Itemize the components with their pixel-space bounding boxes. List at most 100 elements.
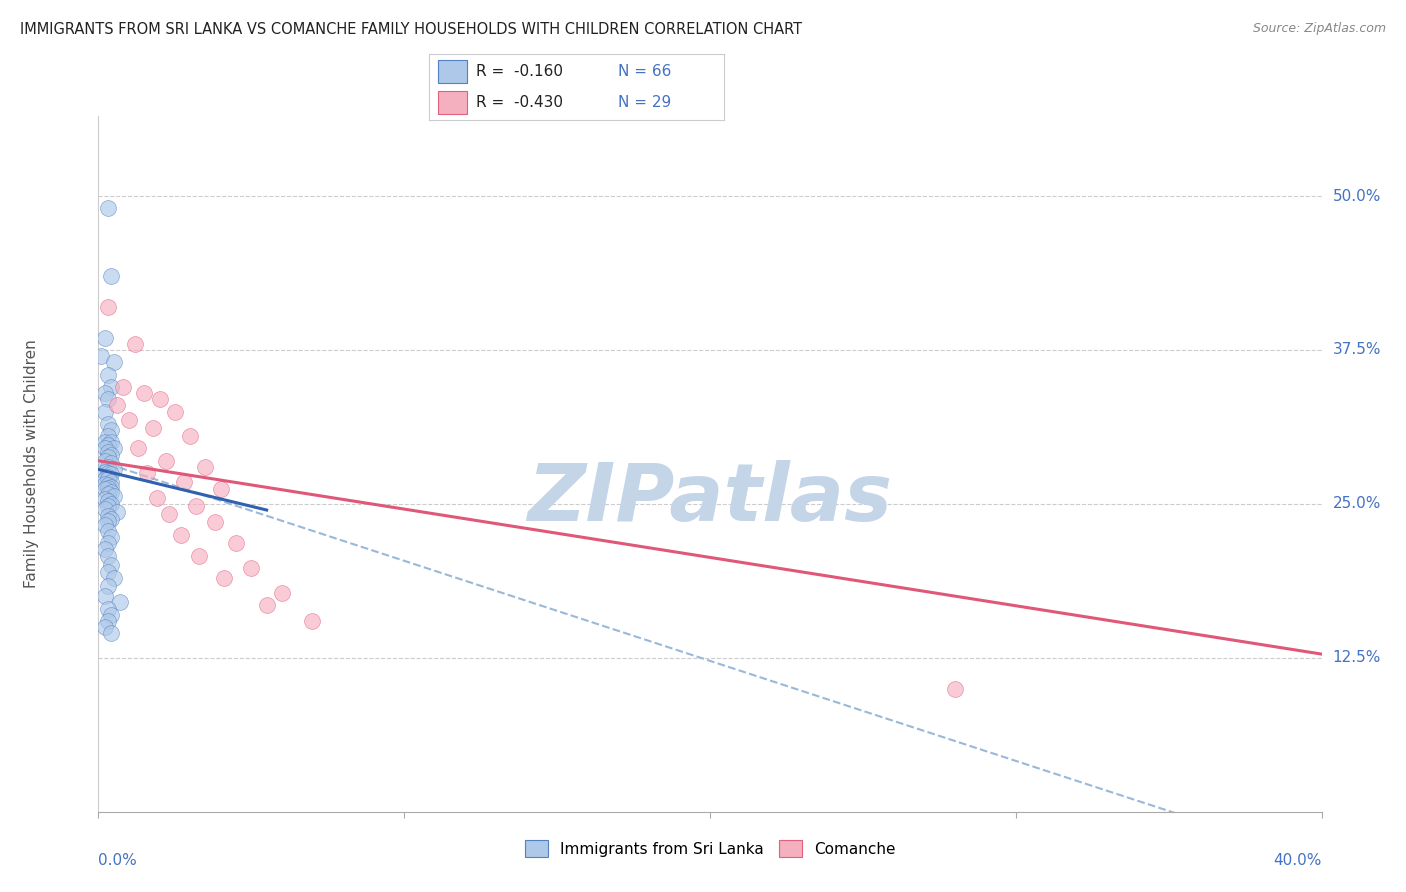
Point [100, 423, 122, 437]
Point [142, 420, 165, 434]
Text: Family Households with Children: Family Households with Children [24, 340, 38, 588]
Text: 12.5%: 12.5% [1333, 650, 1381, 665]
Point [97, 579, 120, 593]
Point [93, 482, 115, 496]
Point [103, 490, 125, 504]
Point [97, 300, 120, 314]
Point [194, 459, 217, 474]
Point [97, 536, 120, 550]
Point [100, 380, 122, 394]
Point [136, 466, 159, 480]
Point [100, 530, 122, 544]
Point [97, 417, 120, 431]
Point [97, 466, 120, 480]
Point [100, 497, 122, 511]
Point [170, 527, 193, 541]
Point [93, 501, 115, 516]
Point [111, 380, 134, 394]
Point [93, 404, 115, 418]
Point [93, 454, 115, 468]
Text: R =  -0.160: R = -0.160 [477, 64, 562, 79]
Point [173, 475, 195, 489]
Point [97, 202, 120, 216]
Point [301, 614, 323, 628]
Point [204, 516, 226, 530]
Point [103, 355, 125, 369]
Point [93, 477, 115, 491]
Point [97, 601, 120, 615]
Point [103, 462, 125, 476]
Text: R =  -0.430: R = -0.430 [477, 95, 562, 110]
Point [256, 598, 278, 612]
Point [97, 614, 120, 628]
Point [97, 487, 120, 501]
Point [124, 336, 146, 351]
Point [145, 491, 167, 505]
Point [97, 438, 120, 452]
Point [100, 475, 122, 489]
Point [179, 429, 201, 443]
Point [100, 268, 122, 283]
Point [97, 429, 120, 443]
Point [188, 549, 211, 563]
Point [186, 500, 208, 514]
Text: 0.0%: 0.0% [98, 854, 138, 869]
Point [127, 442, 149, 456]
Point [97, 500, 120, 514]
Point [97, 459, 120, 474]
Point [97, 509, 120, 524]
Point [100, 626, 122, 640]
Point [209, 482, 232, 496]
Text: 40.0%: 40.0% [1274, 854, 1322, 869]
Point [100, 448, 122, 462]
Point [97, 392, 120, 407]
Point [100, 484, 122, 499]
Text: 25.0%: 25.0% [1333, 496, 1381, 511]
Point [93, 620, 115, 634]
Point [97, 494, 120, 508]
Point [100, 558, 122, 573]
Point [103, 442, 125, 456]
Text: N = 66: N = 66 [617, 64, 671, 79]
Text: N = 29: N = 29 [617, 95, 671, 110]
Point [100, 607, 122, 622]
Point [157, 507, 180, 521]
Point [108, 595, 131, 609]
Point [97, 445, 120, 459]
Point [134, 386, 156, 401]
Point [100, 511, 122, 525]
Point [93, 472, 115, 486]
Point [270, 585, 292, 599]
Point [100, 456, 122, 470]
Point [225, 536, 247, 550]
Point [93, 542, 115, 557]
Point [943, 681, 966, 696]
Point [97, 565, 120, 579]
Bar [437, 91, 467, 114]
Point [93, 491, 115, 506]
Point [212, 571, 235, 585]
Point [118, 413, 141, 427]
Point [93, 442, 115, 456]
Point [93, 517, 115, 532]
Point [93, 330, 115, 344]
Legend: Immigrants from Sri Lanka, Comanche: Immigrants from Sri Lanka, Comanche [519, 834, 901, 863]
Point [90, 349, 112, 363]
Point [93, 465, 115, 479]
Point [97, 549, 120, 563]
Point [100, 467, 122, 482]
Point [105, 506, 128, 520]
Point [93, 386, 115, 401]
Text: 37.5%: 37.5% [1333, 343, 1381, 358]
Point [93, 435, 115, 450]
Bar [437, 61, 467, 83]
Point [100, 435, 122, 450]
Point [93, 589, 115, 603]
Point [97, 469, 120, 483]
Point [97, 472, 120, 486]
Point [97, 368, 120, 382]
Point [105, 398, 128, 412]
Point [240, 561, 263, 575]
Point [97, 514, 120, 528]
Point [155, 454, 177, 468]
